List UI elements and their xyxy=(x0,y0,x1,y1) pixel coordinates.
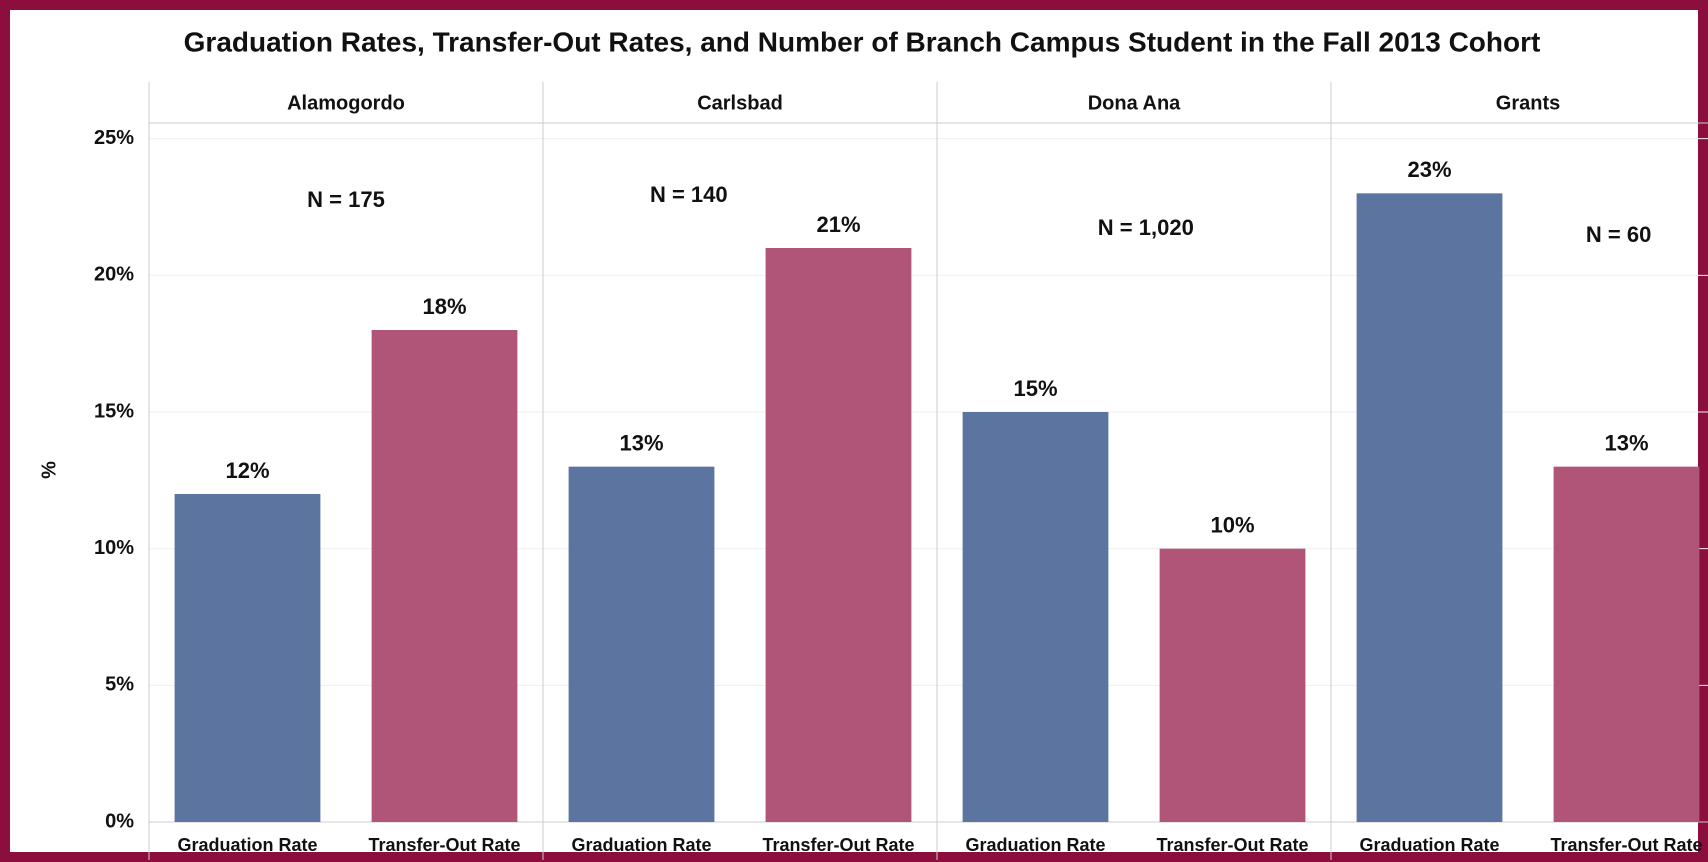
value-label: 13% xyxy=(619,430,663,455)
x-tick-label: Transfer-Out Rate xyxy=(368,835,520,855)
x-tick-label: Graduation Rate xyxy=(1359,835,1499,855)
panel-header: Carlsbad xyxy=(697,92,783,114)
bar xyxy=(962,412,1109,822)
value-label: 21% xyxy=(816,212,860,237)
bar xyxy=(1356,193,1503,823)
x-tick-label: Graduation Rate xyxy=(177,835,317,855)
panel-header: Dona Ana xyxy=(1088,92,1181,114)
x-tick-label: Graduation Rate xyxy=(965,835,1105,855)
value-label: 12% xyxy=(225,458,269,483)
panel-header: Alamogordo xyxy=(287,92,405,114)
x-tick-label: Transfer-Out Rate xyxy=(762,835,914,855)
value-label: 13% xyxy=(1604,430,1648,455)
y-axis-label: % xyxy=(38,461,60,479)
value-label: 15% xyxy=(1013,376,1057,401)
y-tick-label: 15% xyxy=(94,400,134,422)
panel-header: Grants xyxy=(1496,92,1560,114)
chart-title: Graduation Rates, Transfer-Out Rates, an… xyxy=(184,26,1541,57)
bar xyxy=(174,494,321,822)
x-tick-label: Transfer-Out Rate xyxy=(1550,835,1702,855)
value-label: 10% xyxy=(1210,512,1254,537)
annotation: N = 1,020 xyxy=(1098,215,1194,240)
y-tick-label: 5% xyxy=(105,674,134,696)
annotation: N = 140 xyxy=(650,182,728,207)
bar xyxy=(568,466,715,822)
y-tick-label: 20% xyxy=(94,264,134,286)
bar xyxy=(1159,548,1306,822)
bar xyxy=(1553,466,1700,822)
annotation: N = 60 xyxy=(1586,222,1651,247)
annotation: N = 175 xyxy=(307,187,385,212)
value-label: 23% xyxy=(1407,157,1451,182)
bar xyxy=(371,330,518,822)
y-tick-label: 10% xyxy=(94,537,134,559)
y-tick-label: 0% xyxy=(105,810,134,832)
bar xyxy=(765,248,912,822)
x-tick-label: Transfer-Out Rate xyxy=(1156,835,1308,855)
x-tick-label: Graduation Rate xyxy=(571,835,711,855)
value-label: 18% xyxy=(422,294,466,319)
y-tick-label: 25% xyxy=(94,127,134,149)
